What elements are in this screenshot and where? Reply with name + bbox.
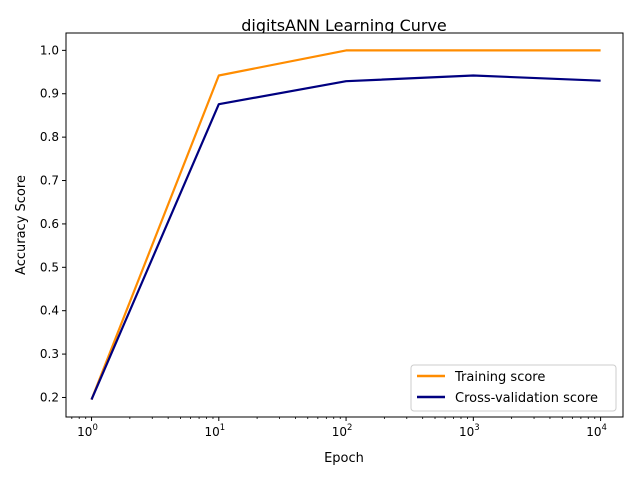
x-axis-label: Epoch <box>324 451 364 466</box>
legend-box <box>410 364 617 412</box>
y-axis-label: Accuracy Score <box>14 175 29 275</box>
legend-label-training: Training score <box>454 370 545 385</box>
series-lines <box>90 49 601 401</box>
x-axis-ticks: 100 101 102 103 104 <box>71 417 607 439</box>
y-tick-label: 0.6 <box>40 217 59 231</box>
x-tick-label: 100 <box>77 423 98 439</box>
legend: Training score Cross-validation score <box>410 364 617 412</box>
x-tick-label: 104 <box>586 423 607 439</box>
x-tick-label: 102 <box>332 423 353 439</box>
x-tick-label: 101 <box>204 423 225 439</box>
series-line-training <box>90 49 601 401</box>
plot-area <box>65 32 624 418</box>
y-tick-label: 0.9 <box>40 87 59 101</box>
y-tick-label: 0.4 <box>40 304 59 318</box>
y-tick-label: 0.5 <box>40 260 59 274</box>
y-tick-label: 0.7 <box>40 174 59 188</box>
chart-title: digitsANN Learning Curve <box>241 16 447 35</box>
y-tick-label: 0.3 <box>40 347 59 361</box>
y-tick-label: 1.0 <box>40 43 59 57</box>
legend-label-cross-validation: Cross-validation score <box>455 391 598 406</box>
y-tick-label: 0.2 <box>40 390 59 404</box>
x-tick-label: 103 <box>459 423 480 439</box>
series-line-cross-validation <box>90 74 601 401</box>
y-axis-ticks: 0.2 0.3 0.4 0.5 0.6 0.7 0.8 0.9 1.0 <box>40 43 66 404</box>
y-tick-label: 0.8 <box>40 130 59 144</box>
